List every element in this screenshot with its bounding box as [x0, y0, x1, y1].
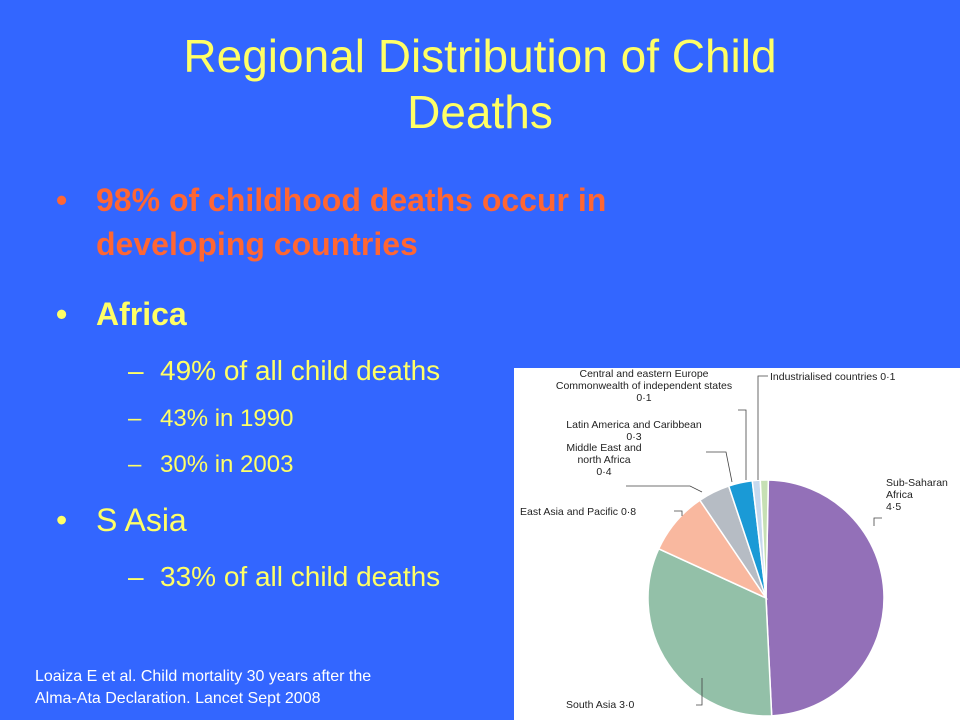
sub-bullet-text: 33% of all child deaths	[160, 561, 441, 592]
pie-label-line: Africa	[886, 489, 913, 501]
pie-label-1: South Asia 3·0	[566, 699, 634, 711]
pie-label-line: 0·1	[636, 392, 651, 404]
pie-slice-1	[647, 547, 773, 717]
pie-slice-0	[765, 479, 885, 717]
pie-label-2: East Asia and Pacific 0·8	[520, 506, 636, 518]
bullet-text-line-2: developing countries	[96, 226, 418, 262]
pie-label-line: Sub-Saharan	[886, 477, 948, 489]
bullet-text: 98% of childhood deaths occur in develop…	[96, 178, 606, 266]
pie-leader-line-6	[757, 375, 768, 480]
pie-label-line: 0·4	[596, 466, 611, 478]
pie-label-line: Latin America and Caribbean	[566, 419, 702, 431]
sub-bullet-text: 43% in 1990	[160, 405, 294, 432]
pie-chart-panel: Sub-Saharan Africa 4·5 South Asia 3·0 East A…	[514, 368, 960, 720]
sub-bullet-text: 30% in 2003	[160, 451, 294, 478]
pie-label-line: Commonwealth of independent states	[556, 380, 732, 392]
title-line-1: Regional Distribution of Child	[183, 30, 777, 82]
pie-label-line: Central and eastern Europe	[580, 368, 709, 380]
pie-slice-6	[759, 479, 770, 599]
sub-bullet-dash: –	[128, 355, 144, 386]
pie-leader-line-4	[706, 451, 733, 483]
pie-label-line: north Africa	[577, 454, 630, 466]
pie-label-line: 4·5	[886, 501, 901, 513]
pie-leader-line-2	[674, 510, 683, 516]
bullet-marker: •	[56, 182, 68, 218]
bullet-text-line-1: 98% of childhood deaths occur in	[96, 182, 607, 218]
bullet-marker: •	[56, 502, 68, 538]
bullet-text: S Asia	[96, 502, 187, 538]
pie-label-line: Industrialised countries 0·1	[770, 371, 896, 383]
bullet-text: Africa	[96, 296, 187, 332]
pie-label-3: Middle East and north Africa 0·4	[566, 442, 641, 478]
pie-label-line: 0·3	[626, 431, 641, 443]
bullet-marker: •	[56, 296, 68, 332]
pie-leader-line-5	[738, 409, 747, 480]
sub-bullet-dash: –	[128, 451, 142, 478]
pie-label-line: Middle East and	[566, 442, 641, 454]
sub-bullet-text: 49% of all child deaths	[160, 355, 441, 386]
citation-line-2: Alma-Ata Declaration. Lancet Sept 2008	[35, 690, 321, 707]
pie-label-6: Industrialised countries 0·1	[770, 371, 896, 383]
sub-bullet-dash: –	[128, 561, 144, 592]
pie-leader-line-0	[873, 517, 882, 526]
pie-label-0: Sub-Saharan Africa 4·5	[886, 477, 948, 513]
pie-leader-line-1	[696, 678, 703, 706]
pie-label-line: South Asia 3·0	[566, 699, 634, 711]
slide-title: Regional Distribution of Child Deaths	[100, 28, 860, 140]
pie-chart: Sub-Saharan Africa 4·5 South Asia 3·0 East A…	[520, 368, 948, 717]
pie-leader-line-3	[626, 485, 703, 493]
citation-line-1: Loaiza E et al. Child mortality 30 years…	[35, 668, 372, 685]
pie-label-4: Latin America and Caribbean 0·3	[566, 419, 702, 443]
pie-label-line: East Asia and Pacific 0·8	[520, 506, 636, 518]
citation: Loaiza E et al. Child mortality 30 years…	[35, 666, 371, 710]
pie-label-5: Central and eastern Europe Commonwealth o…	[556, 368, 732, 404]
sub-bullet-dash: –	[128, 405, 142, 432]
title-line-2: Deaths	[407, 86, 553, 138]
